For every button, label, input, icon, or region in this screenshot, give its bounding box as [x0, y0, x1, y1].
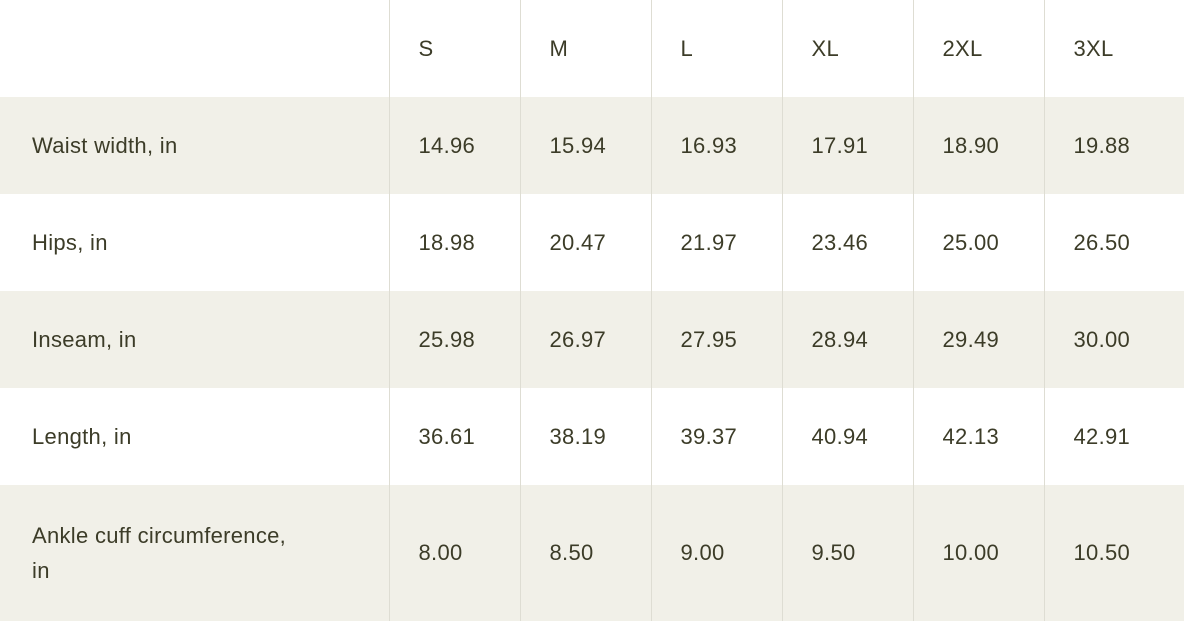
row-label-text: Hips, in [32, 229, 108, 255]
measurement-cell: 42.13 [912, 388, 1044, 485]
row-label: Hips, in [0, 194, 389, 291]
column-header-m: M [519, 0, 651, 97]
measurement-cell: 8.50 [519, 485, 651, 621]
column-header-3xl: 3XL [1043, 0, 1184, 97]
measurement-cell: 21.97 [650, 194, 782, 291]
table-row: Hips, in 18.98 20.47 21.97 23.46 25.00 26.50 [0, 194, 1184, 291]
corner-cell [0, 0, 389, 97]
measurement-cell: 10.50 [1043, 485, 1184, 621]
row-label: Length, in [0, 388, 389, 485]
row-label-text: Inseam, in [32, 326, 137, 352]
measurement-cell: 10.00 [912, 485, 1044, 621]
measurement-cell: 26.50 [1043, 194, 1184, 291]
measurement-cell: 36.61 [388, 388, 520, 485]
measurement-cell: 30.00 [1043, 291, 1184, 388]
table-row: Inseam, in 25.98 26.97 27.95 28.94 29.49 30.00 [0, 291, 1184, 388]
table-row: Length, in 36.61 38.19 39.37 40.94 42.13 42.91 [0, 388, 1184, 485]
row-label-text: Ankle cuff circumference, in [32, 522, 287, 583]
column-header-xl: XL [781, 0, 913, 97]
measurement-cell: 17.91 [781, 97, 913, 194]
measurement-cell: 16.93 [650, 97, 782, 194]
row-label: Waist width, in [0, 97, 389, 194]
measurement-cell: 20.47 [519, 194, 651, 291]
measurement-cell: 9.00 [650, 485, 782, 621]
table-row: Waist width, in 14.96 15.94 16.93 17.91 18.90… [0, 97, 1184, 194]
measurement-cell: 9.50 [781, 485, 913, 621]
measurement-cell: 26.97 [519, 291, 651, 388]
measurement-cell: 18.98 [388, 194, 520, 291]
measurement-cell: 38.19 [519, 388, 651, 485]
measurement-cell: 39.37 [650, 388, 782, 485]
measurement-cell: 29.49 [912, 291, 1044, 388]
measurement-cell: 42.91 [1043, 388, 1184, 485]
measurement-cell: 25.00 [912, 194, 1044, 291]
measurement-cell: 19.88 [1043, 97, 1184, 194]
measurement-cell: 14.96 [388, 97, 520, 194]
column-header-s: S [388, 0, 520, 97]
measurement-cell: 8.00 [388, 485, 520, 621]
column-header-l: L [650, 0, 782, 97]
measurement-cell: 27.95 [650, 291, 782, 388]
measurement-cell: 40.94 [781, 388, 913, 485]
row-label: Ankle cuff circumference, in [0, 485, 389, 621]
header-row: S M L XL 2XL 3XL [0, 0, 1184, 97]
measurement-cell: 15.94 [519, 97, 651, 194]
measurement-cell: 18.90 [912, 97, 1044, 194]
measurement-cell: 23.46 [781, 194, 913, 291]
size-chart-body: Waist width, in 14.96 15.94 16.93 17.91 18.90… [0, 97, 1184, 621]
row-label-text: Waist width, in [32, 132, 178, 158]
row-label: Inseam, in [0, 291, 389, 388]
measurement-cell: 25.98 [388, 291, 520, 388]
table-row: Ankle cuff circumference, in 8.00 8.50 9.00… [0, 485, 1184, 621]
column-header-2xl: 2XL [912, 0, 1044, 97]
row-label-text: Length, in [32, 423, 132, 449]
size-chart-header: S M L XL 2XL 3XL [0, 0, 1184, 97]
measurement-cell: 28.94 [781, 291, 913, 388]
